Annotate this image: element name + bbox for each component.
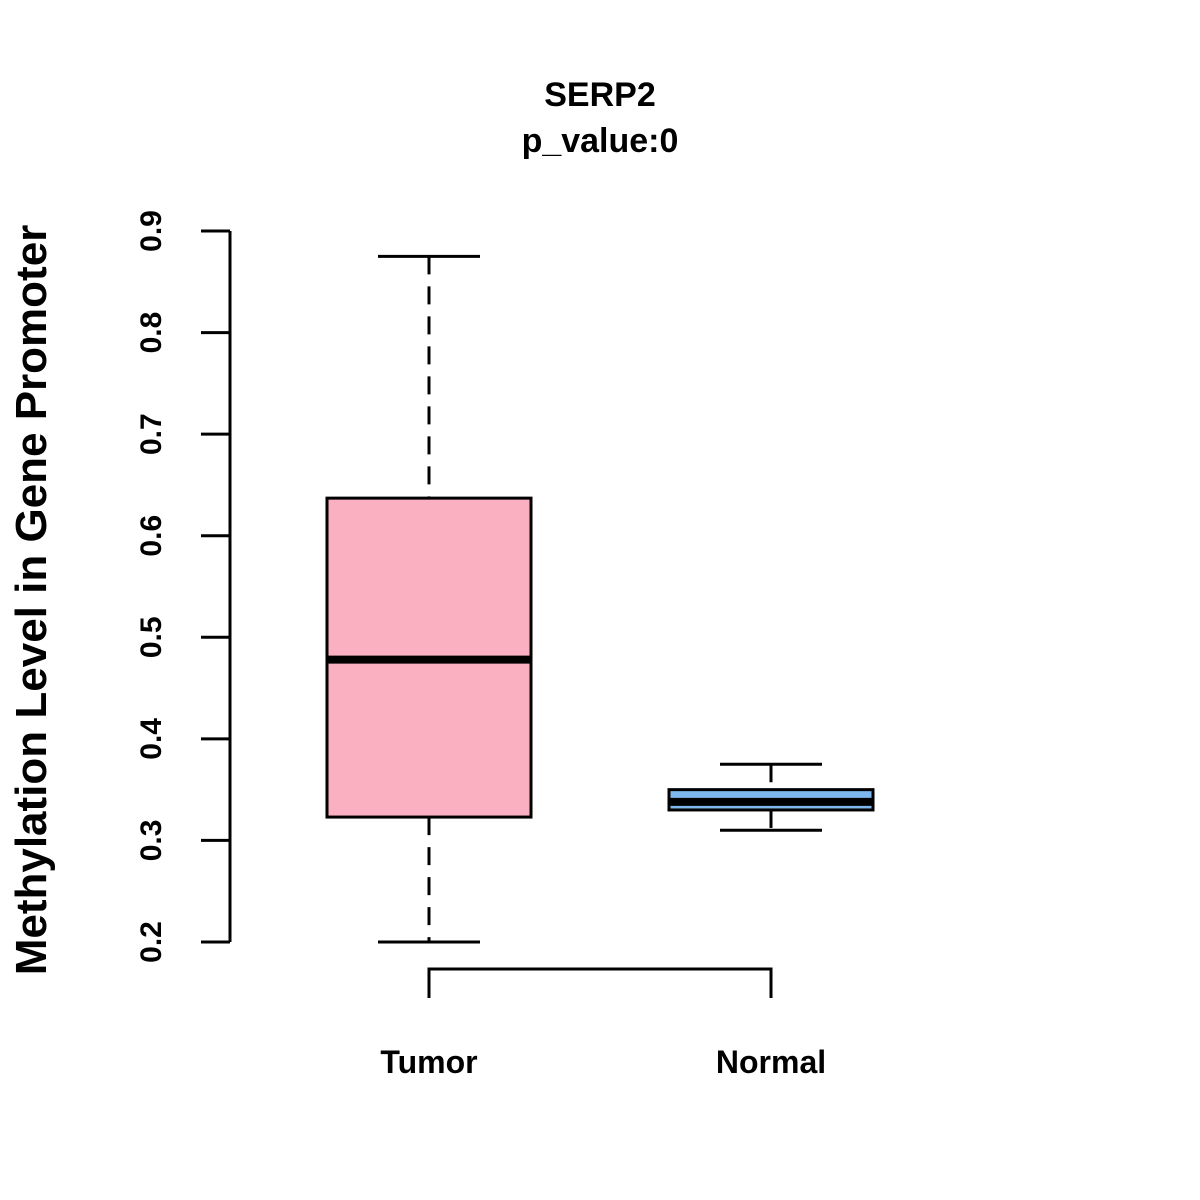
- y-tick-label: 0.6: [135, 515, 168, 557]
- y-tick-label: 0.2: [135, 921, 168, 963]
- y-tick-label: 0.8: [135, 312, 168, 354]
- box-normal: [667, 762, 875, 832]
- comparison-bracket: [427, 967, 773, 998]
- bracket-line: [427, 967, 773, 998]
- y-tick-label: 0.9: [135, 210, 168, 252]
- boxes-group: [325, 254, 875, 944]
- y-tick-label: 0.3: [135, 820, 168, 862]
- y-tick-label: 0.4: [135, 718, 168, 760]
- y-tick-label: 0.5: [135, 616, 168, 658]
- chart-subtitle: p_value:0: [522, 122, 679, 160]
- box-tumor: [325, 254, 533, 944]
- x-tick-label-normal: Normal: [716, 1044, 826, 1080]
- x-tick-label-tumor: Tumor: [380, 1044, 477, 1080]
- y-axis-label: Methylation Level in Gene Promoter: [7, 225, 56, 976]
- y-axis-ticks: 0.2 0.3 0.4 0.5 0.6 0.7 0.8 0.9: [135, 210, 230, 963]
- x-axis-labels: Tumor Normal: [380, 1044, 826, 1080]
- y-tick-label: 0.7: [135, 413, 168, 455]
- chart-title: SERP2: [544, 76, 656, 114]
